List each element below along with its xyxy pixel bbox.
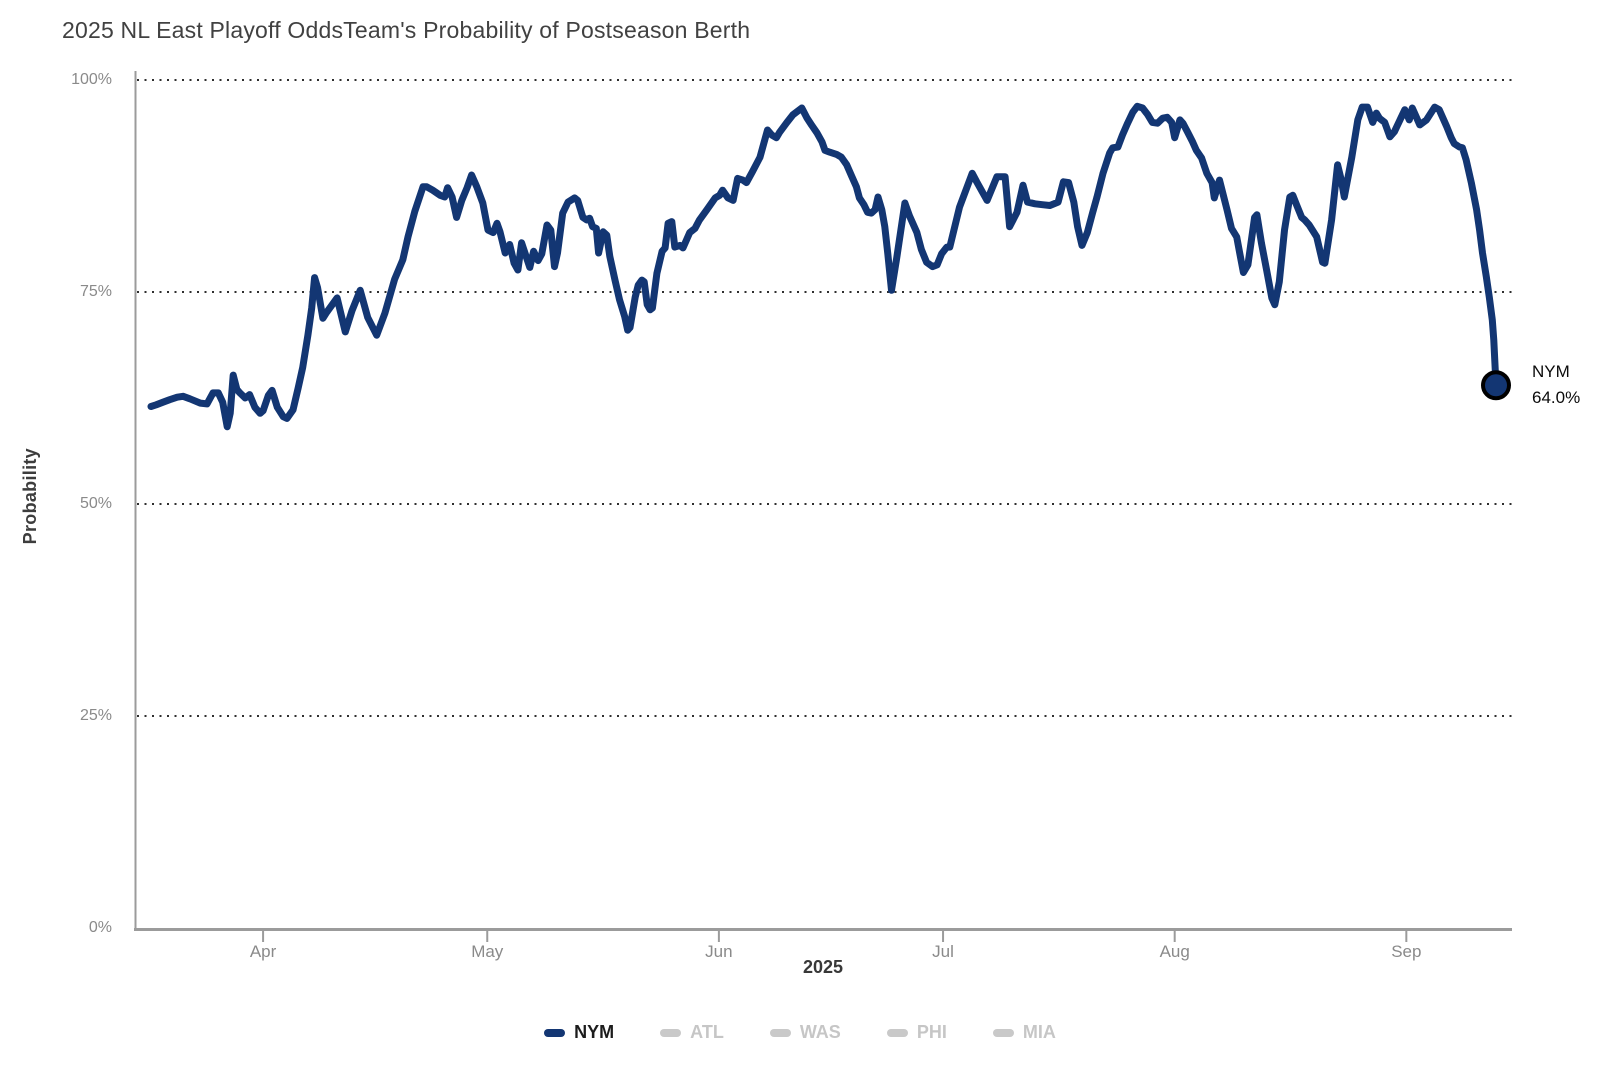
- legend-swatch-phi: [886, 1028, 908, 1037]
- nym-endpoint-marker[interactable]: [1481, 370, 1511, 401]
- x-tick-label-sep: Sep: [1391, 942, 1422, 961]
- legend-item-was[interactable]: WAS: [769, 1022, 841, 1043]
- y-axis-title: Probability: [20, 448, 40, 545]
- x-tick-label-may: May: [471, 942, 504, 961]
- x-axis-year-label: 2025: [802, 957, 844, 977]
- y-tick-label-100: 100%: [71, 71, 112, 88]
- x-tick-label-jul: Jul: [932, 942, 954, 961]
- x-tick-label-apr: Apr: [249, 942, 277, 961]
- legend-swatch-nym: [544, 1028, 566, 1037]
- y-tick-label-25: 25%: [79, 707, 112, 724]
- legend-swatch-atl: [660, 1028, 682, 1037]
- legend-item-atl[interactable]: ATL: [660, 1022, 724, 1043]
- endpoint-annotation: NYM 64.0%: [1532, 359, 1580, 411]
- x-tick-label-jun: Jun: [705, 942, 733, 961]
- y-tick-label-75: 75%: [79, 283, 112, 300]
- endpoint-value-label: 64.0%: [1532, 388, 1581, 407]
- nym-series-line[interactable]: [147, 102, 1500, 431]
- legend-label-was: WAS: [799, 1022, 841, 1042]
- endpoint-team-label: NYM: [1532, 362, 1570, 381]
- y-tick-label-0: 0%: [88, 919, 112, 936]
- y-tick-label-50: 50%: [79, 495, 112, 512]
- legend-label-phi: PHI: [916, 1022, 947, 1042]
- chart-title: 2025 NL East Playoff OddsTeam's Probabil…: [62, 17, 751, 43]
- legend-label-nym: NYM: [574, 1022, 615, 1042]
- legend-item-phi[interactable]: PHI: [886, 1022, 947, 1043]
- legend-swatch-mia: [992, 1028, 1014, 1037]
- legend-label-mia: MIA: [1022, 1022, 1056, 1042]
- legend-item-mia[interactable]: MIA: [992, 1022, 1056, 1043]
- legend-item-nym[interactable]: NYM: [544, 1022, 614, 1043]
- legend: NYM ATL WAS PHI MIA: [0, 1022, 1600, 1043]
- legend-swatch-was: [769, 1028, 791, 1037]
- x-tick-label-aug: Aug: [1159, 942, 1190, 961]
- legend-label-atl: ATL: [690, 1022, 724, 1042]
